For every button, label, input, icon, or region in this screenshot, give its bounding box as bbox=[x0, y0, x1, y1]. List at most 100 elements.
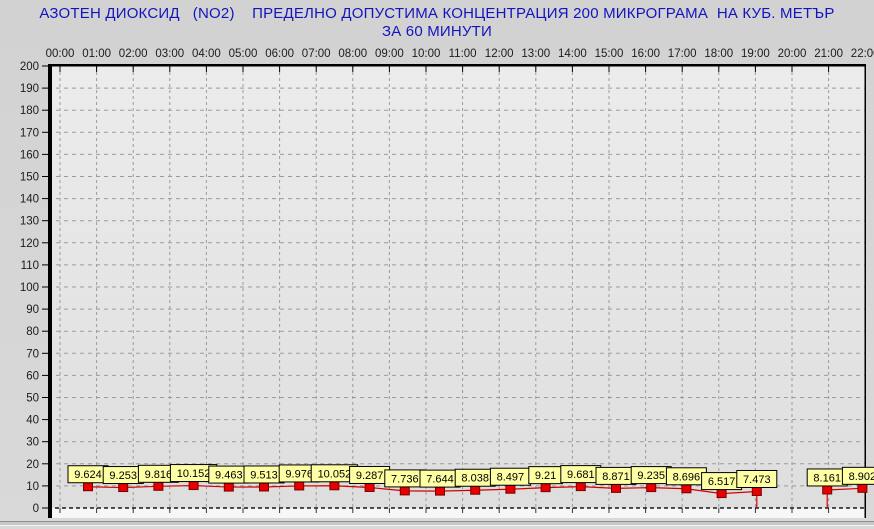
y-axis-label: 180 bbox=[20, 105, 39, 117]
data-point-value-label: 9.976 bbox=[285, 468, 313, 480]
data-point-value-label: 8.497 bbox=[497, 472, 525, 484]
data-point-value-label: 9.816 bbox=[145, 469, 173, 481]
data-point-marker bbox=[294, 481, 305, 491]
right-axis-border bbox=[864, 64, 866, 518]
data-point-value-label: 10.152 bbox=[177, 468, 211, 480]
y-axis-label: 120 bbox=[20, 238, 39, 250]
bottom-divider bbox=[0, 521, 874, 526]
data-point-value-label: 9.681 bbox=[567, 469, 595, 481]
y-axis-label: 40 bbox=[26, 415, 39, 427]
data-point-marker bbox=[223, 482, 234, 492]
data-point-marker bbox=[716, 489, 727, 499]
x-axis-label: 22:00 bbox=[851, 48, 874, 60]
data-point-value-label: 8.161 bbox=[813, 472, 841, 484]
y-axis-label: 100 bbox=[20, 282, 39, 294]
data-point-value-label: 9.513 bbox=[250, 469, 278, 481]
x-axis-label: 09:00 bbox=[375, 48, 404, 60]
x-axis-label: 20:00 bbox=[778, 48, 807, 60]
x-axis-label: 00:00 bbox=[46, 48, 75, 60]
data-point-value-label: 7.473 bbox=[743, 474, 771, 486]
data-point-marker bbox=[364, 482, 375, 492]
chart-title-line1: АЗОТЕН ДИОКСИД (NO2) ПРЕДЕЛНО ДОПУСТИМА … bbox=[39, 5, 835, 22]
y-axis-label: 150 bbox=[20, 172, 39, 184]
y-axis-label: 20 bbox=[26, 459, 39, 471]
x-axis-label: 07:00 bbox=[302, 48, 331, 60]
data-point-marker bbox=[681, 484, 692, 494]
top-axis-border bbox=[48, 64, 866, 67]
x-axis-label: 17:00 bbox=[668, 48, 697, 60]
data-point-value-label: 8.902 bbox=[849, 471, 874, 483]
left-axis-border bbox=[48, 64, 52, 518]
y-axis-label: 30 bbox=[26, 437, 39, 449]
data-point-value-box bbox=[841, 466, 874, 485]
x-axis-label: 06:00 bbox=[265, 48, 294, 60]
chart-title-block: АЗОТЕН ДИОКСИД (NO2) ПРЕДЕЛНО ДОПУСТИМА … bbox=[0, 5, 874, 41]
data-point-marker bbox=[83, 482, 93, 492]
series-line bbox=[87, 484, 757, 495]
data-point-marker bbox=[646, 483, 657, 493]
x-axis-label: 08:00 bbox=[338, 48, 367, 60]
data-point-value-label: 9.287 bbox=[356, 470, 384, 482]
data-point-marker bbox=[822, 485, 833, 495]
x-axis-label: 12:00 bbox=[485, 48, 514, 60]
x-axis-label: 18:00 bbox=[704, 48, 733, 60]
data-point-marker bbox=[575, 482, 586, 492]
series-line bbox=[827, 487, 863, 491]
data-point-marker bbox=[470, 485, 481, 495]
y-axis-label: 200 bbox=[20, 61, 39, 73]
y-axis-label: 130 bbox=[20, 216, 39, 228]
data-point-marker bbox=[329, 481, 340, 491]
data-point-marker bbox=[259, 482, 269, 492]
x-axis-label: 19:00 bbox=[741, 48, 770, 60]
data-point-value-label: 9.624 bbox=[74, 469, 102, 481]
x-axis-label: 21:00 bbox=[814, 48, 843, 60]
data-point-value-label: 7.736 bbox=[391, 473, 419, 485]
x-axis-label: 16:00 bbox=[631, 48, 660, 60]
data-point-marker bbox=[188, 481, 199, 491]
data-point-value-label: 10.052 bbox=[318, 468, 352, 480]
y-axis-label: 70 bbox=[26, 348, 39, 360]
y-axis-label: 140 bbox=[20, 194, 39, 206]
data-point-value-label: 6.517 bbox=[708, 476, 736, 488]
data-point-marker bbox=[540, 483, 551, 493]
data-point-value-label: 9.253 bbox=[109, 470, 137, 482]
y-axis-label: 160 bbox=[20, 149, 39, 161]
data-point-value-label: 8.871 bbox=[602, 471, 630, 483]
data-point-marker bbox=[435, 486, 445, 496]
below-axis-strip bbox=[48, 508, 866, 518]
y-axis-label: 90 bbox=[26, 304, 39, 316]
y-axis-label: 80 bbox=[26, 326, 39, 338]
data-point-value-label: 9.21 bbox=[535, 470, 556, 482]
data-point-marker bbox=[505, 484, 516, 494]
data-point-marker bbox=[751, 486, 762, 496]
x-axis-label: 14:00 bbox=[558, 48, 587, 60]
chart-title-line2: ЗА 60 МИНУТИ bbox=[381, 23, 493, 40]
x-axis-label: 15:00 bbox=[595, 48, 624, 60]
y-axis-label: 10 bbox=[26, 481, 39, 493]
x-axis-label: 04:00 bbox=[192, 48, 221, 60]
y-axis-label: 110 bbox=[21, 260, 39, 272]
y-axis-label: 170 bbox=[20, 127, 39, 139]
y-axis-label: 50 bbox=[26, 393, 39, 405]
x-axis-label: 13:00 bbox=[521, 48, 550, 60]
y-axis-label: 190 bbox=[20, 83, 39, 95]
y-axis-label: 60 bbox=[26, 370, 39, 382]
data-point-marker bbox=[118, 483, 129, 493]
x-axis-label: 01:00 bbox=[82, 48, 111, 60]
x-axis-label: 02:00 bbox=[119, 48, 148, 60]
data-point-marker bbox=[611, 483, 621, 493]
data-point-value-label: 9.463 bbox=[215, 470, 243, 482]
data-point-value-box bbox=[736, 469, 778, 488]
data-point-value-label: 8.038 bbox=[461, 473, 489, 485]
y-axis-label: 0 bbox=[33, 503, 39, 515]
data-point-marker bbox=[399, 486, 410, 496]
data-point-value-label: 7.644 bbox=[426, 474, 454, 486]
data-point-value-label: 9.235 bbox=[637, 470, 665, 482]
x-axis-label: 11:00 bbox=[449, 48, 477, 60]
data-point-marker bbox=[153, 481, 164, 491]
x-axis-label: 03:00 bbox=[155, 48, 184, 60]
data-point-value-label: 8.696 bbox=[673, 471, 701, 483]
x-axis-label: 10:00 bbox=[412, 48, 441, 60]
